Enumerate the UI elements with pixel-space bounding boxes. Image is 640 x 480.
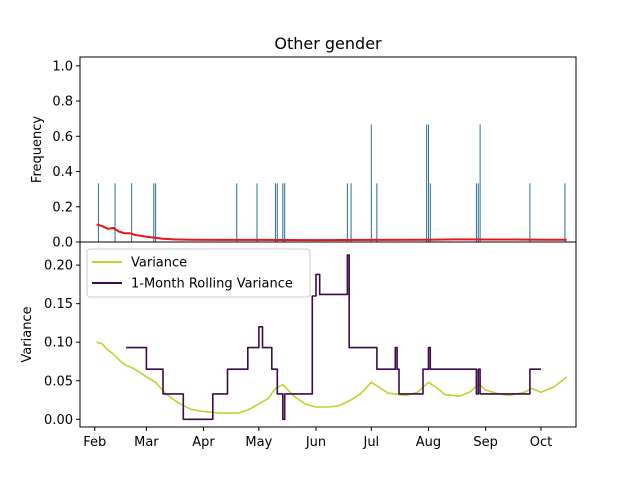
- frequency-bar: [131, 183, 133, 242]
- chart-title: Other gender: [274, 34, 382, 53]
- frequency-bar: [427, 124, 429, 242]
- x-tick-label: Sep: [473, 435, 498, 450]
- series-line: [126, 254, 541, 421]
- y-tick-label: 0.4: [52, 165, 73, 180]
- frequency-bar: [236, 183, 238, 242]
- frequency-bar: [256, 183, 258, 242]
- x-tick-label: Jun: [305, 435, 326, 450]
- frequency-bar: [114, 183, 116, 242]
- frequency-axes-frame: [79, 56, 577, 243]
- frequency-bar: [370, 124, 372, 242]
- frequency-bar: [97, 183, 99, 242]
- variance-series: [96, 254, 568, 421]
- frequency-y-ticks: 0.0 0.2 0.4 0.6 0.8 1.0: [52, 59, 80, 251]
- frequency-y-axis-label: Frequency: [30, 116, 45, 183]
- frequency-bars: [97, 124, 566, 242]
- frequency-bar: [479, 124, 481, 242]
- y-tick-label: 0.15: [44, 297, 73, 312]
- y-tick-label: 0.20: [44, 259, 73, 274]
- frequency-bar: [346, 183, 348, 242]
- frequency-bar: [350, 183, 352, 242]
- legend-box: [86, 248, 311, 298]
- x-tick-label: May: [245, 435, 272, 450]
- series-line: [96, 341, 568, 414]
- frequency-bar: [153, 183, 155, 242]
- frequency-bar: [376, 183, 378, 242]
- frequency-bar: [426, 124, 428, 242]
- variance-y-axis-label: Variance: [20, 306, 35, 362]
- x-tick-label: Aug: [416, 435, 441, 450]
- frequency-trend-line: [96, 223, 567, 242]
- frequency-bar: [529, 183, 531, 242]
- frequency-bar: [155, 183, 157, 242]
- legend-label-variance: Variance: [131, 256, 187, 271]
- frequency-bar: [284, 183, 286, 242]
- y-tick-label: 0.8: [52, 95, 73, 110]
- frequency-panel: 0.0 0.2 0.4 0.6 0.8 1.0 Frequency: [30, 56, 577, 251]
- x-tick-label: Apr: [192, 435, 215, 450]
- y-tick-label: 0.2: [52, 200, 73, 215]
- x-tick-label: Jul: [362, 435, 379, 450]
- frequency-bar: [282, 183, 284, 242]
- frequency-bar: [274, 183, 276, 242]
- y-tick-label: 0.6: [52, 130, 73, 145]
- x-tick-label: Mar: [134, 435, 159, 450]
- legend-label-rolling-variance: 1-Month Rolling Variance: [131, 277, 293, 292]
- frequency-bar: [429, 183, 431, 242]
- y-tick-label: 0.0: [52, 236, 73, 251]
- frequency-bar: [276, 183, 278, 242]
- y-tick-label: 1.0: [52, 59, 73, 74]
- frequency-bar: [477, 183, 479, 242]
- variance-panel: 0.00 0.05 0.10 0.15 0.20 Feb Mar Apr May Jun Jul A…: [20, 241, 577, 450]
- variance-axes-frame: [79, 241, 577, 428]
- y-tick-label: 0.10: [44, 336, 73, 351]
- y-tick-label: 0.00: [44, 413, 73, 428]
- x-tick-label: Oct: [530, 435, 552, 450]
- legend: Variance 1-Month Rolling Variance: [86, 248, 311, 298]
- frequency-bar: [564, 183, 566, 242]
- x-tick-label: Feb: [83, 435, 106, 450]
- variance-y-ticks: 0.00 0.05 0.10 0.15 0.20: [44, 259, 80, 428]
- date-x-ticks: Feb Mar Apr May Jun Jul Aug Sep Oct: [83, 427, 552, 450]
- y-tick-label: 0.05: [44, 374, 73, 389]
- frequency-bar: [475, 183, 477, 242]
